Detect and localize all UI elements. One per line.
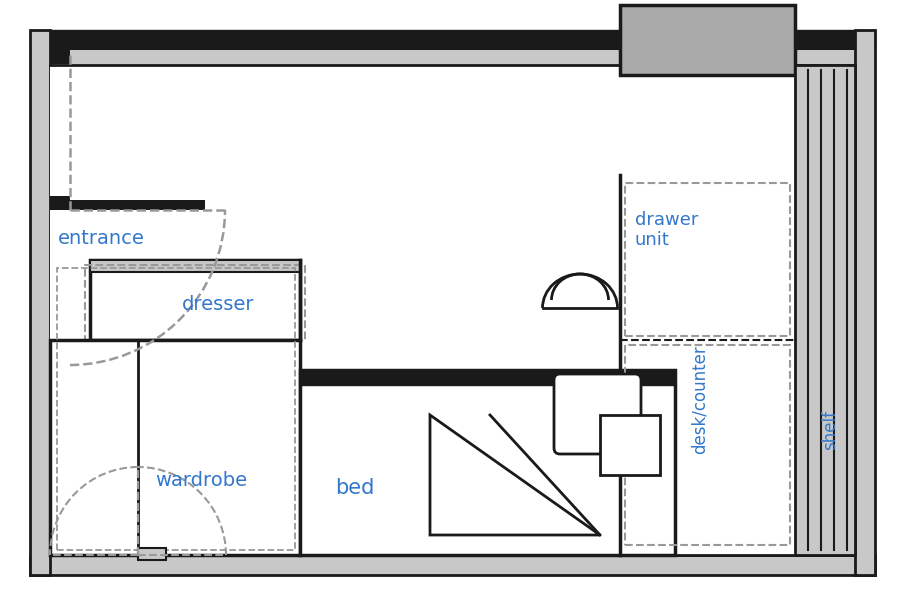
Bar <box>600 415 660 475</box>
Bar <box>300 370 675 555</box>
Bar <box>625 183 790 336</box>
Bar <box>50 340 300 555</box>
Text: wardrobe: wardrobe <box>155 470 248 490</box>
Bar <box>50 65 855 555</box>
Bar <box>855 30 875 575</box>
Bar <box>30 555 875 575</box>
Bar <box>30 555 875 575</box>
Text: entrance: entrance <box>58 229 145 247</box>
Bar <box>138 548 166 560</box>
Bar <box>90 260 300 272</box>
Bar <box>30 50 875 65</box>
Bar <box>30 30 50 575</box>
Bar <box>300 370 675 385</box>
Bar <box>90 260 300 340</box>
FancyBboxPatch shape <box>554 374 641 454</box>
Text: bed: bed <box>335 478 374 498</box>
Text: drawer
unit: drawer unit <box>635 211 698 250</box>
Bar <box>30 30 875 50</box>
Bar <box>50 200 205 210</box>
Polygon shape <box>430 415 600 535</box>
Bar <box>625 345 790 545</box>
Bar <box>57 268 295 550</box>
Text: desk/counter: desk/counter <box>691 346 709 454</box>
Bar <box>85 265 305 340</box>
Bar <box>795 65 855 555</box>
Text: dresser: dresser <box>182 295 255 314</box>
Text: shelf: shelf <box>821 410 839 450</box>
Bar <box>50 50 70 64</box>
Bar <box>620 5 795 75</box>
Bar <box>50 196 70 210</box>
